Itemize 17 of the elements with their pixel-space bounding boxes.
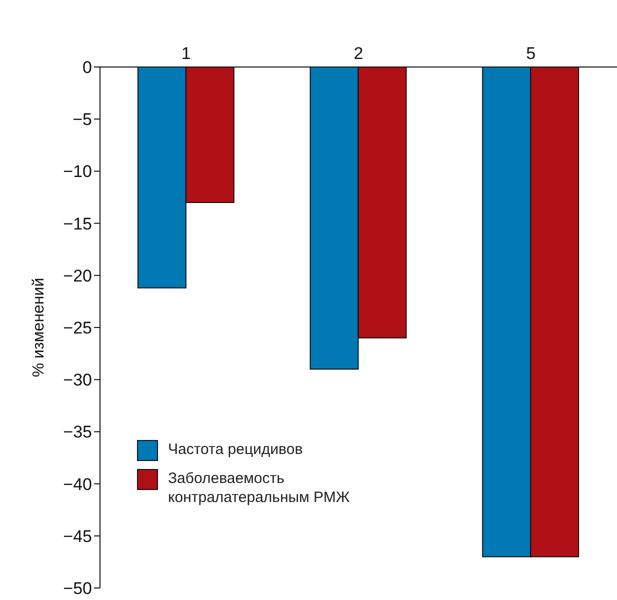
x-tick-label: 2 <box>354 44 364 63</box>
x-tick-label: 5 <box>526 44 536 63</box>
y-axis-title: % изменений <box>30 278 48 378</box>
y-tick-label: −30 <box>63 370 92 390</box>
y-tick-label: −20 <box>63 266 92 286</box>
y-tick-label: 0 <box>82 58 92 78</box>
y-tick-label: −10 <box>63 162 92 182</box>
legend-label: Частота рецидивов <box>168 440 303 459</box>
y-tick-label: −25 <box>63 318 92 338</box>
legend-label: Заболеваемость контралатеральным РМЖ <box>168 469 351 507</box>
y-tick-label: −50 <box>63 579 92 598</box>
y-tick-label: −5 <box>72 110 92 130</box>
y-tick-label: −40 <box>63 474 92 494</box>
y-tick-label: −45 <box>63 526 92 546</box>
x-tick-label: 1 <box>181 44 191 63</box>
y-tick-label: −15 <box>63 214 92 234</box>
y-tick-label: −35 <box>63 422 92 442</box>
